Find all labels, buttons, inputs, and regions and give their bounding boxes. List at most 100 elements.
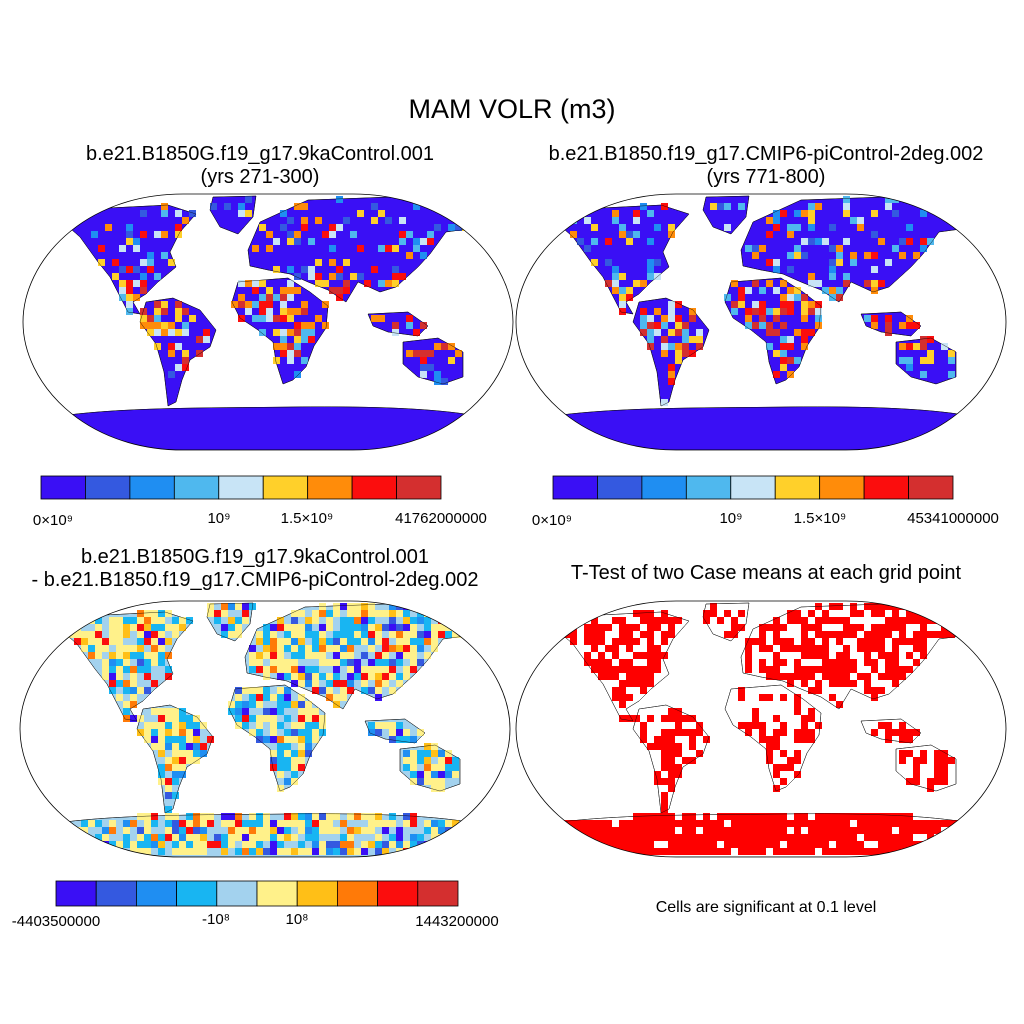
grid-cell <box>738 610 745 617</box>
grid-cell <box>343 287 350 294</box>
grid-cell <box>361 680 368 687</box>
grid-cell <box>95 834 102 841</box>
grid-cell <box>577 834 584 841</box>
grid-cell <box>270 722 277 729</box>
grid-cell <box>305 813 312 820</box>
grid-cell <box>179 743 186 750</box>
grid-cell <box>647 638 654 645</box>
grid-cell <box>389 834 396 841</box>
grid-cell <box>287 294 294 301</box>
grid-cell <box>333 827 340 834</box>
grid-cell <box>619 224 626 231</box>
grid-cell <box>263 827 270 834</box>
grid-cell <box>752 280 759 287</box>
grid-cell <box>119 287 126 294</box>
grid-cell <box>696 336 703 343</box>
grid-cell <box>445 848 452 855</box>
grid-cell <box>130 820 137 827</box>
grid-cell <box>745 638 752 645</box>
grid-cell <box>731 280 738 287</box>
panel-4-cells <box>530 602 992 857</box>
grid-cell <box>256 820 263 827</box>
grid-cell <box>822 610 829 617</box>
grid-cell <box>633 673 640 680</box>
grid-cell <box>228 617 235 624</box>
grid-cell <box>287 231 294 238</box>
grid-cell <box>885 322 892 329</box>
grid-cell <box>906 315 913 322</box>
grid-cell <box>116 848 123 855</box>
grid-cell <box>871 631 878 638</box>
grid-cell <box>375 673 382 680</box>
grid-cell <box>948 217 955 224</box>
colorbar-swatch <box>176 880 218 907</box>
grid-cell <box>913 757 920 764</box>
grid-cell <box>885 666 892 673</box>
grid-cell <box>927 357 934 364</box>
grid-cell <box>794 666 801 673</box>
grid-cell <box>773 217 780 224</box>
grid-cell <box>242 722 249 729</box>
grid-cell <box>228 701 235 708</box>
grid-cell <box>151 659 158 666</box>
grid-cell <box>228 827 235 834</box>
grid-cell <box>787 308 794 315</box>
grid-cell <box>382 722 389 729</box>
grid-cell <box>661 813 668 820</box>
grid-cell <box>340 841 347 848</box>
panel-2-cells <box>530 195 992 450</box>
grid-cell <box>123 715 130 722</box>
grid-cell <box>759 245 766 252</box>
grid-cell <box>822 652 829 659</box>
grid-cell <box>151 820 158 827</box>
grid-cell <box>815 841 822 848</box>
grid-cell <box>245 308 252 315</box>
grid-cell <box>263 624 270 631</box>
panel-1-colorbar <box>40 475 442 500</box>
grid-cell <box>864 848 871 855</box>
grid-cell <box>654 322 661 329</box>
grid-cell <box>382 848 389 855</box>
grid-cell <box>375 694 382 701</box>
grid-cell <box>766 624 773 631</box>
grid-cell <box>382 666 389 673</box>
grid-cell <box>333 638 340 645</box>
grid-cell <box>462 210 469 217</box>
grid-cell <box>773 287 780 294</box>
grid-cell <box>612 687 619 694</box>
grid-cell <box>420 238 427 245</box>
grid-cell <box>368 687 375 694</box>
grid-cell <box>780 722 787 729</box>
grid-cell <box>871 834 878 841</box>
grid-cell <box>591 834 598 841</box>
grid-cell <box>626 287 633 294</box>
grid-cell <box>420 322 427 329</box>
grid-cell <box>759 827 766 834</box>
grid-cell <box>920 848 927 855</box>
grid-cell <box>948 350 955 357</box>
grid-cell <box>794 617 801 624</box>
grid-cell <box>74 624 81 631</box>
grid-cell <box>913 729 920 736</box>
grid-cell <box>235 715 242 722</box>
grid-cell <box>434 378 441 385</box>
grid-cell <box>273 294 280 301</box>
grid-cell <box>549 827 556 834</box>
grid-cell <box>689 743 696 750</box>
grid-cell <box>934 771 941 778</box>
grid-cell <box>780 624 787 631</box>
grid-cell <box>570 834 577 841</box>
grid-cell <box>389 687 396 694</box>
grid-cell <box>235 701 242 708</box>
grid-cell <box>420 357 427 364</box>
grid-cell <box>312 708 319 715</box>
grid-cell <box>424 827 431 834</box>
grid-cell <box>116 617 123 624</box>
grid-cell <box>808 834 815 841</box>
grid-cell <box>731 301 738 308</box>
colorbar-swatch <box>597 475 643 500</box>
grid-cell <box>336 224 343 231</box>
grid-cell <box>780 294 787 301</box>
grid-cell <box>773 820 780 827</box>
grid-cell <box>689 834 696 841</box>
